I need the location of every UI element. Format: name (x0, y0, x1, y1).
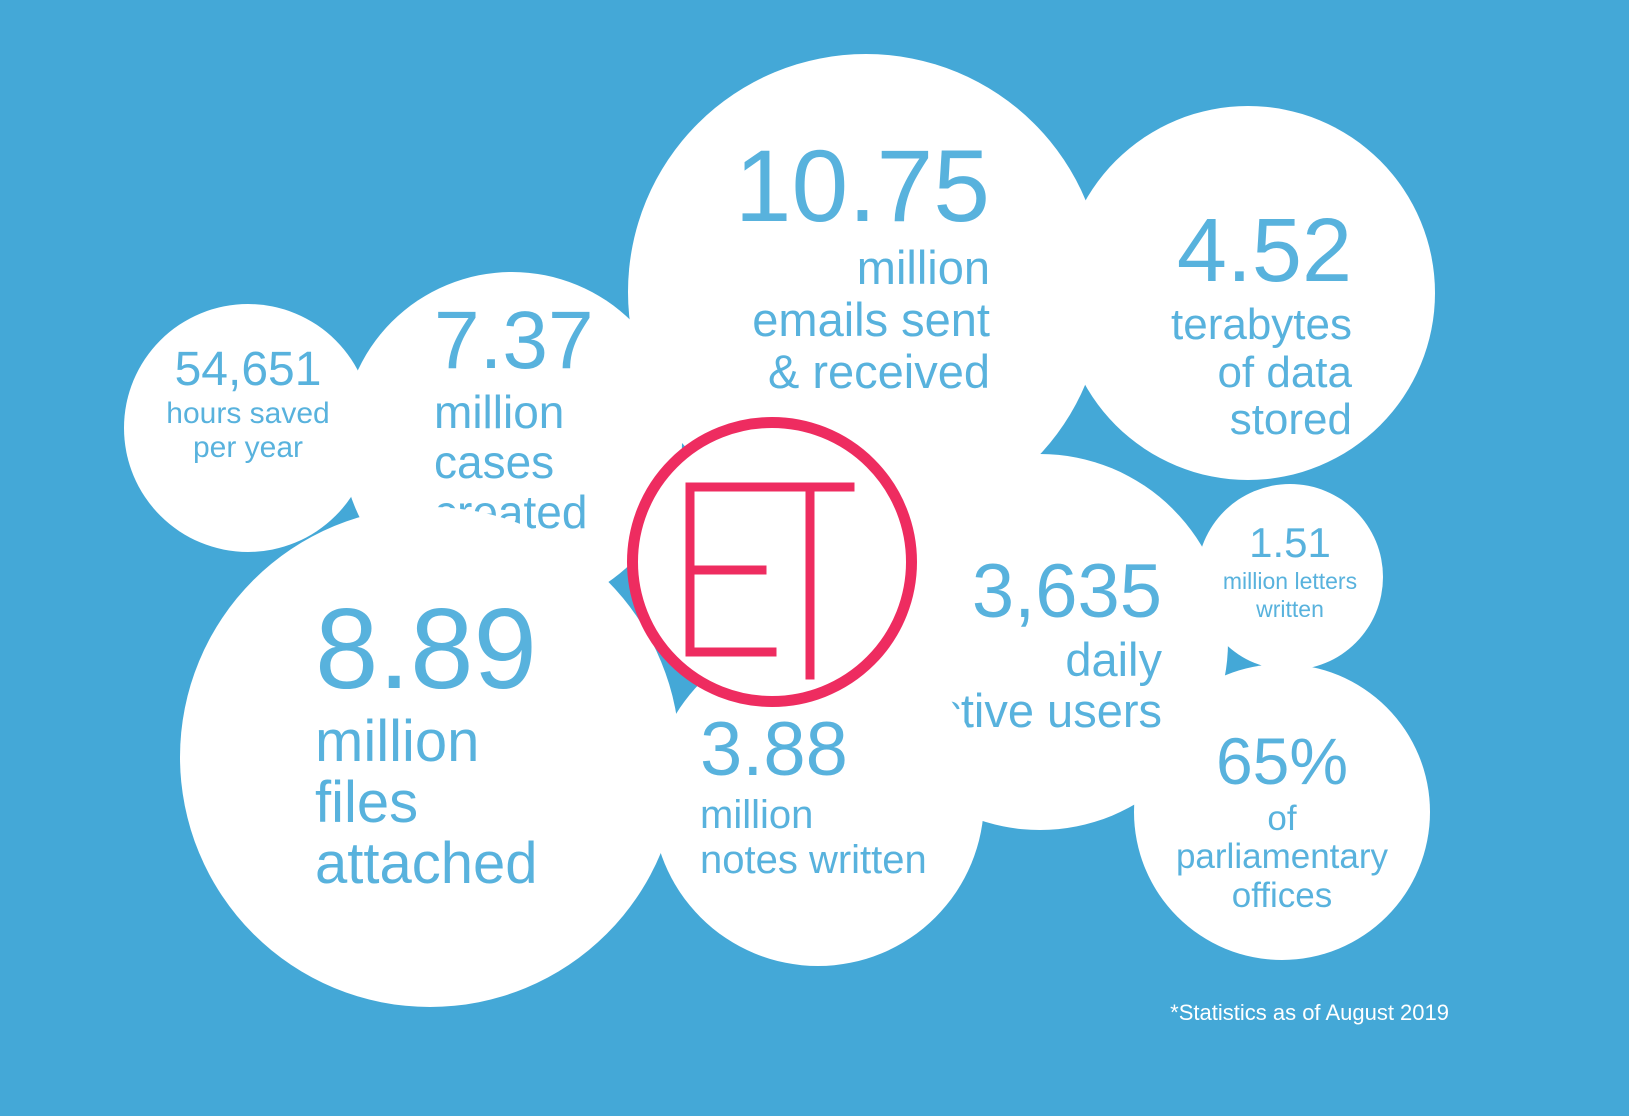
stat-value-files: 8.89 (315, 586, 537, 713)
stat-label: stored (1229, 395, 1352, 445)
stat-value-emails: 10.75 (734, 129, 990, 243)
bubble-notes-content: 3.88 million notes written (700, 706, 927, 883)
stat-label: of (1267, 798, 1297, 838)
stat-label: million (434, 386, 565, 439)
bubble-letters-content: 1.51 million letters written (1197, 518, 1383, 624)
stat-label: written (1256, 595, 1324, 622)
stat-label: terabytes (1171, 300, 1352, 349)
stat-value-notes: 3.88 (700, 707, 848, 792)
stat-value-hours: 54,651 (174, 343, 322, 396)
bubble-files-content: 8.89 million files attached (315, 587, 538, 895)
et-logo-glyphs (685, 482, 855, 680)
bubble-files-attached: 8.89 million files attached (180, 507, 680, 1007)
stat-label: of data (1217, 347, 1352, 397)
stat-label: million (315, 709, 480, 775)
bubble-hours-saved: 54,651 hours saved per year (124, 304, 372, 552)
stat-value-letters: 1.51 (1249, 519, 1331, 566)
stat-value-cases: 7.37 (434, 295, 594, 386)
stat-value-data: 4.52 (1176, 201, 1352, 301)
stat-label: & received (767, 344, 990, 398)
stat-label: parliamentary (1175, 837, 1389, 877)
stat-label: files (315, 770, 419, 836)
bubble-hours-content: 54,651 hours saved per year (124, 342, 372, 464)
bubble-offices-content: 65% of parliamentary offices (1134, 724, 1430, 915)
stat-label: hours saved (166, 397, 330, 431)
stat-label: emails sent (752, 292, 990, 346)
stat-label: per year (192, 430, 304, 464)
stat-label: daily (1065, 632, 1162, 686)
bubble-data-content: 4.52 terabytes of data stored (1171, 202, 1352, 444)
bubble-data-stored: 4.52 terabytes of data stored (1061, 106, 1435, 480)
footnote: *Statistics as of August 2019 (1170, 1000, 1449, 1025)
stat-label: million (700, 793, 814, 838)
stat-label: million (856, 241, 990, 295)
stat-label: million letters (1222, 568, 1358, 595)
stat-label: notes written (700, 838, 927, 883)
stat-label: offices (1231, 875, 1333, 915)
et-logo (627, 417, 917, 707)
bubble-cases-content: 7.37 million cases created (434, 294, 594, 537)
stat-value-users: 3,635 (971, 549, 1162, 634)
bubble-letters-written: 1.51 million letters written (1197, 484, 1383, 670)
bubble-users-content: 3,635 daily active users (911, 550, 1162, 737)
bubble-emails-content: 10.75 million emails sent & received (735, 130, 990, 397)
stat-value-offices: 65% (1215, 724, 1349, 798)
stat-label: cases (434, 435, 555, 488)
stat-label: attached (315, 831, 538, 897)
bubble-parliamentary-offices: 65% of parliamentary offices (1134, 664, 1430, 960)
